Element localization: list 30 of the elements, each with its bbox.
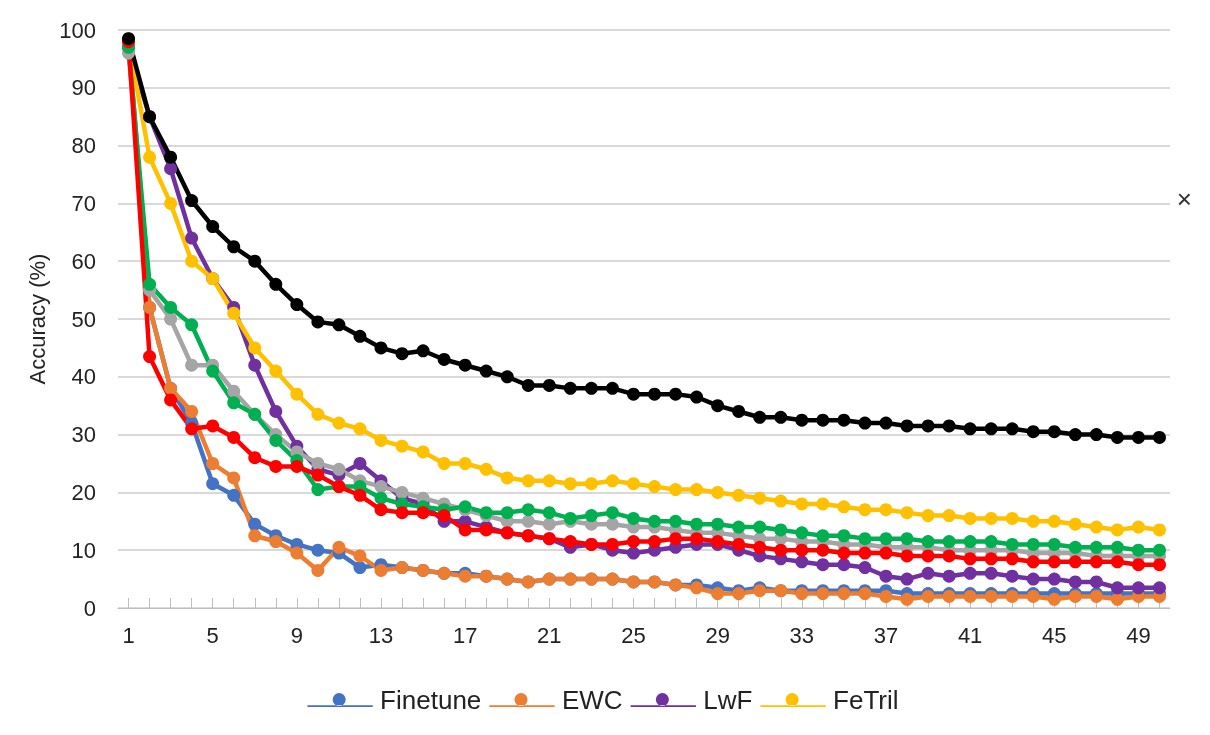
x-tick-label: 9 xyxy=(290,622,303,648)
x-tick-label: 37 xyxy=(873,622,899,648)
y-tick-label: 20 xyxy=(71,479,96,505)
y-tick-label: 10 xyxy=(71,537,96,563)
x-tick-label: 25 xyxy=(621,622,646,648)
y-axis-title: Accuracy (%) xyxy=(24,253,50,385)
y-tick-label: 40 xyxy=(71,364,96,390)
y-tick-label: 70 xyxy=(71,190,96,216)
legend-label: LwF xyxy=(703,685,753,715)
legend-label: EWC xyxy=(561,685,623,715)
x-tick-label: 5 xyxy=(206,622,219,648)
y-tick-label: 0 xyxy=(83,595,96,621)
x-tick-label: 1 xyxy=(122,622,135,648)
y-tick-label: 90 xyxy=(71,75,96,101)
x-tick-label: 17 xyxy=(452,622,478,648)
x-tick-label: 33 xyxy=(789,622,815,648)
y-tick-label: 80 xyxy=(71,133,96,159)
y-tick-label: 50 xyxy=(71,306,96,332)
text: × xyxy=(1176,184,1192,214)
y-tick-label: 30 xyxy=(71,422,96,448)
legend-label: Finetune xyxy=(380,685,482,715)
x-tick-label: 29 xyxy=(705,622,730,648)
x-tick-label: 49 xyxy=(1126,622,1151,648)
y-tick-label: 100 xyxy=(59,17,96,43)
x-tick-label: 45 xyxy=(1042,622,1067,648)
x-tick-label: 21 xyxy=(537,622,562,648)
x-tick-label: 13 xyxy=(368,622,394,648)
legend-label: FeTril xyxy=(833,685,899,715)
x-tick-label: 41 xyxy=(957,622,983,648)
y-tick-label: 60 xyxy=(71,248,96,274)
